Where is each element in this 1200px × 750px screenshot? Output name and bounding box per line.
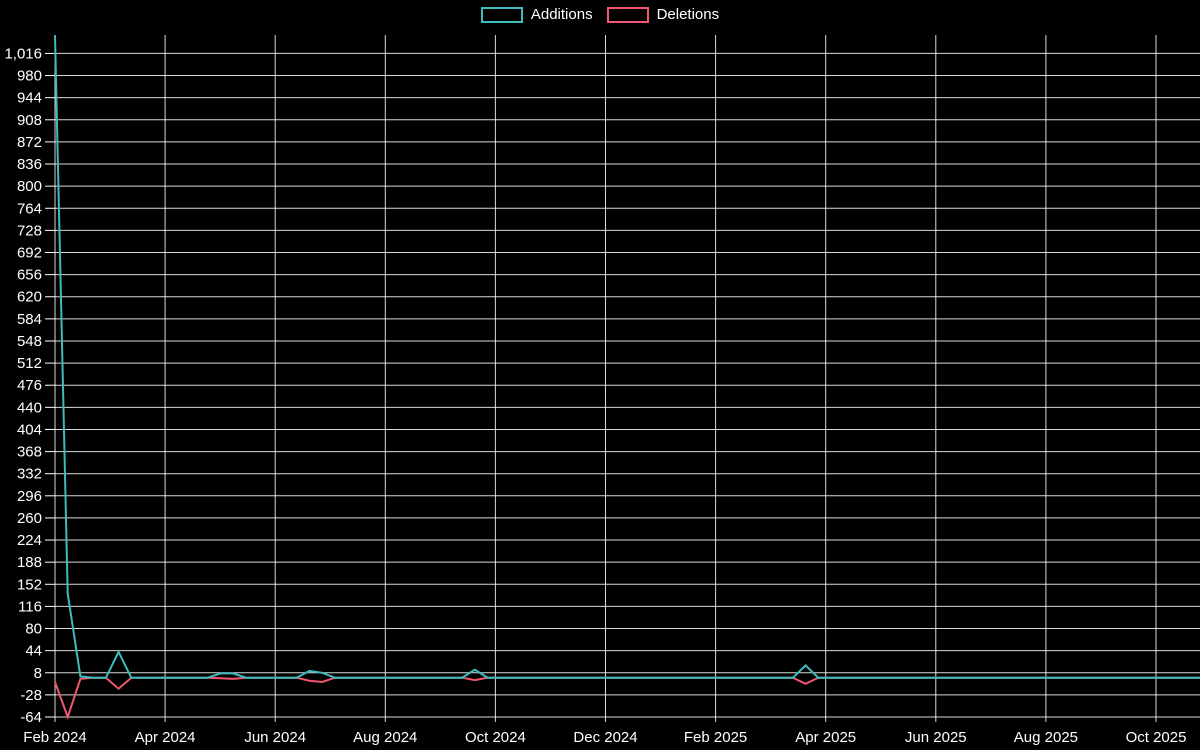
x-tick-label: Jun 2025 [905,729,967,746]
y-tick-label: 224 [17,532,42,549]
x-tick-label: Feb 2024 [23,729,86,746]
legend-item-deletions[interactable]: Deletions [606,6,720,24]
y-tick-label: 656 [17,267,42,284]
y-tick-label: 800 [17,178,42,195]
x-tick-label: Apr 2025 [795,729,856,746]
y-tick-label: 620 [17,289,42,306]
y-tick-label: 152 [17,576,42,593]
y-tick-label: 80 [25,621,42,638]
x-tick-label: Oct 2025 [1126,729,1187,746]
deletions-swatch-icon [606,7,649,23]
y-tick-label: 692 [17,245,42,262]
y-tick-label: -28 [20,687,42,704]
y-tick-label: 728 [17,222,42,239]
y-tick-label: 584 [17,311,42,328]
y-tick-label: 548 [17,333,42,350]
y-tick-label: -64 [20,709,42,726]
y-tick-label: 44 [25,643,42,660]
x-tick-label: Dec 2024 [573,729,637,746]
additions-swatch-icon [480,7,523,23]
y-tick-label: 368 [17,444,42,461]
y-tick-label: 296 [17,488,42,505]
legend-item-additions[interactable]: Additions [480,6,593,24]
x-tick-label: Oct 2024 [465,729,526,746]
x-tick-label: Aug 2025 [1014,729,1078,746]
y-tick-label: 872 [17,134,42,151]
y-tick-label: 1,016 [4,45,42,62]
y-tick-label: 404 [17,421,42,438]
x-tick-label: Feb 2025 [684,729,747,746]
x-tick-label: Aug 2024 [353,729,417,746]
y-tick-label: 908 [17,112,42,129]
y-tick-label: 188 [17,554,42,571]
deletions-line[interactable] [54,676,1200,721]
y-tick-label: 836 [17,156,42,173]
y-tick-label: 332 [17,466,42,483]
legend-label-deletions: Deletions [656,6,720,23]
y-tick-label: 116 [18,598,42,615]
y-tick-label: 764 [17,200,42,217]
y-tick-label: 512 [17,355,42,372]
x-tick-label: Jun 2024 [244,729,306,746]
y-tick-label: 260 [17,510,42,527]
y-tick-label: 8 [34,665,42,682]
y-tick-label: 944 [17,90,42,107]
y-tick-label: 476 [17,377,42,394]
y-tick-label: 980 [17,68,42,85]
chart-legend: Additions Deletions [0,6,1200,24]
x-tick-label: Apr 2024 [135,729,196,746]
legend-label-additions: Additions [530,6,593,23]
additions-line[interactable] [54,35,1200,679]
y-tick-label: 440 [17,399,42,416]
